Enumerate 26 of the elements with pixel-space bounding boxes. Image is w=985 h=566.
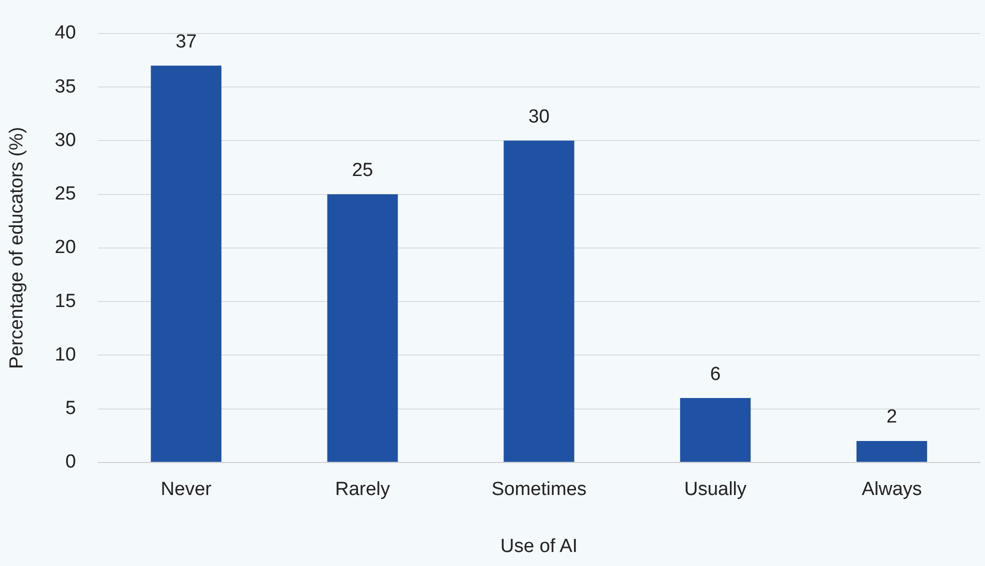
y-tick-label: 10 [54,344,76,366]
data-label: 37 [176,31,197,52]
y-tick-label: 15 [54,290,76,312]
bar [504,140,574,462]
x-tick-label: Always [862,479,922,500]
y-tick-label: 0 [65,452,76,473]
y-tick-label: 30 [54,130,76,151]
data-label: 6 [710,364,721,385]
y-axis-title: Percentage of educators (%) [6,126,28,369]
data-label: 2 [886,406,898,428]
y-tick-label: 35 [54,76,76,98]
y-tick-label: 40 [54,22,76,44]
x-tick-label: Sometimes [491,479,586,500]
x-axis-title: Use of AI [500,536,578,557]
x-tick-label: Rarely [335,479,391,500]
bar [680,398,751,462]
y-tick-label: 5 [65,398,76,420]
bar [856,440,928,462]
bar [327,194,398,462]
y-tick-label: 20 [54,237,76,258]
data-label: 25 [352,160,374,182]
data-label: 30 [528,106,550,128]
x-tick-label: Usually [684,479,748,500]
bar [150,66,222,462]
x-tick-label: Never [160,479,212,500]
y-tick-label: 25 [54,184,76,205]
